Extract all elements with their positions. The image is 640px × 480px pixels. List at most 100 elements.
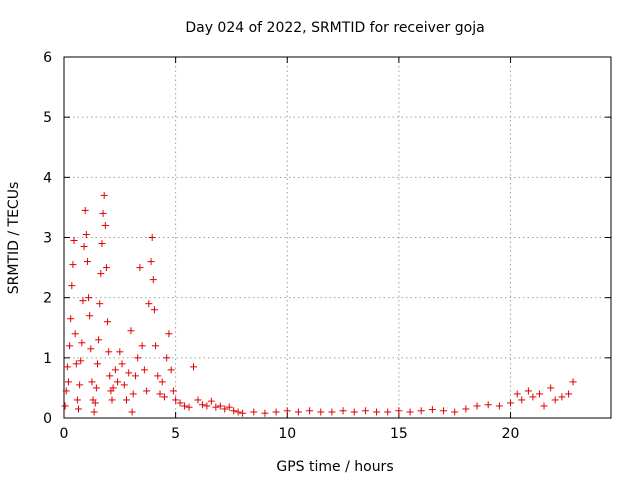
data-point (81, 206, 89, 214)
y-tick-label: 6 (43, 50, 52, 66)
data-point (91, 399, 99, 407)
data-point (134, 354, 142, 362)
data-point (406, 408, 414, 416)
x-ticks: 0 5 10 15 20 (60, 57, 520, 442)
data-point (99, 209, 107, 217)
data-point (93, 360, 101, 368)
data-point (194, 396, 202, 404)
y-tick-label: 2 (43, 291, 52, 307)
data-point (181, 402, 189, 410)
data-point (72, 360, 80, 368)
data-point (203, 402, 211, 410)
data-point (569, 378, 577, 386)
data-point (361, 407, 369, 415)
data-point (140, 366, 148, 374)
data-point (104, 318, 112, 326)
data-point (127, 327, 135, 335)
data-point (518, 396, 526, 404)
y-tick-label: 5 (43, 110, 52, 126)
data-point (167, 366, 175, 374)
data-point (96, 300, 104, 308)
data-point (212, 403, 220, 411)
y-tick-label: 1 (43, 351, 52, 367)
data-point (82, 230, 90, 238)
data-point (294, 408, 302, 416)
data-point (165, 330, 173, 338)
data-point (63, 363, 71, 371)
data-point (154, 372, 162, 380)
data-point (395, 407, 403, 415)
data-point (462, 405, 470, 413)
data-point (507, 399, 515, 407)
x-axis-label: GPS time / hours (276, 459, 393, 475)
data-point (71, 330, 79, 338)
data-point (131, 372, 139, 380)
data-point (540, 402, 548, 410)
data-point (101, 221, 109, 229)
data-point (106, 372, 114, 380)
data-point (114, 378, 122, 386)
chart-title: Day 024 of 2022, SRMTID for receiver goj… (185, 20, 484, 36)
data-point (87, 345, 95, 353)
data-point (150, 306, 158, 314)
data-point (88, 378, 96, 386)
data-point (473, 402, 481, 410)
data-point (551, 396, 559, 404)
data-point (152, 342, 160, 350)
data-point (156, 390, 164, 398)
data-point (185, 403, 193, 411)
data-point (120, 381, 128, 389)
data-point (198, 401, 206, 409)
data-point (373, 408, 381, 416)
grid (64, 57, 611, 418)
x-tick-label: 0 (60, 426, 69, 442)
data-point (75, 405, 83, 413)
data-point (80, 243, 88, 251)
data-point (143, 387, 151, 395)
data-point (73, 396, 81, 404)
data-point (230, 407, 238, 415)
data-point (85, 294, 93, 302)
data-point (61, 402, 69, 410)
data-point (138, 342, 146, 350)
data-point (68, 282, 76, 290)
data-point (428, 406, 436, 414)
data-point (221, 405, 229, 413)
data-point (92, 384, 100, 392)
data-point (62, 387, 70, 395)
x-tick-label: 20 (502, 426, 520, 442)
x-tick-label: 15 (390, 426, 408, 442)
y-ticks: 0 1 2 3 4 5 6 (43, 50, 611, 427)
data-point (513, 390, 521, 398)
data-point (125, 369, 133, 377)
data-point (86, 312, 94, 320)
x-tick-label: 5 (171, 426, 180, 442)
data-point (216, 402, 224, 410)
y-axis-label: SRMTID / TECUs (6, 182, 22, 295)
data-point (451, 408, 459, 416)
data-point (339, 407, 347, 415)
data-point (225, 403, 233, 411)
data-point (158, 378, 166, 386)
data-point (272, 408, 280, 416)
data-point (66, 342, 74, 350)
data-point (97, 270, 105, 278)
x-tick-label: 10 (278, 426, 296, 442)
data-point (116, 348, 124, 356)
data-point (79, 297, 87, 305)
data-point (261, 409, 269, 417)
data-point (67, 315, 75, 323)
data-point (176, 399, 184, 407)
y-tick-label: 4 (43, 170, 52, 186)
data-point (108, 396, 116, 404)
data-point (98, 240, 106, 248)
data-point (100, 191, 108, 199)
data-point (328, 408, 336, 416)
data-point (77, 357, 85, 365)
data-point (111, 366, 119, 374)
data-point (160, 393, 168, 401)
data-point (283, 407, 291, 415)
data-point (105, 348, 113, 356)
data-point (129, 390, 137, 398)
data-point (149, 276, 157, 284)
